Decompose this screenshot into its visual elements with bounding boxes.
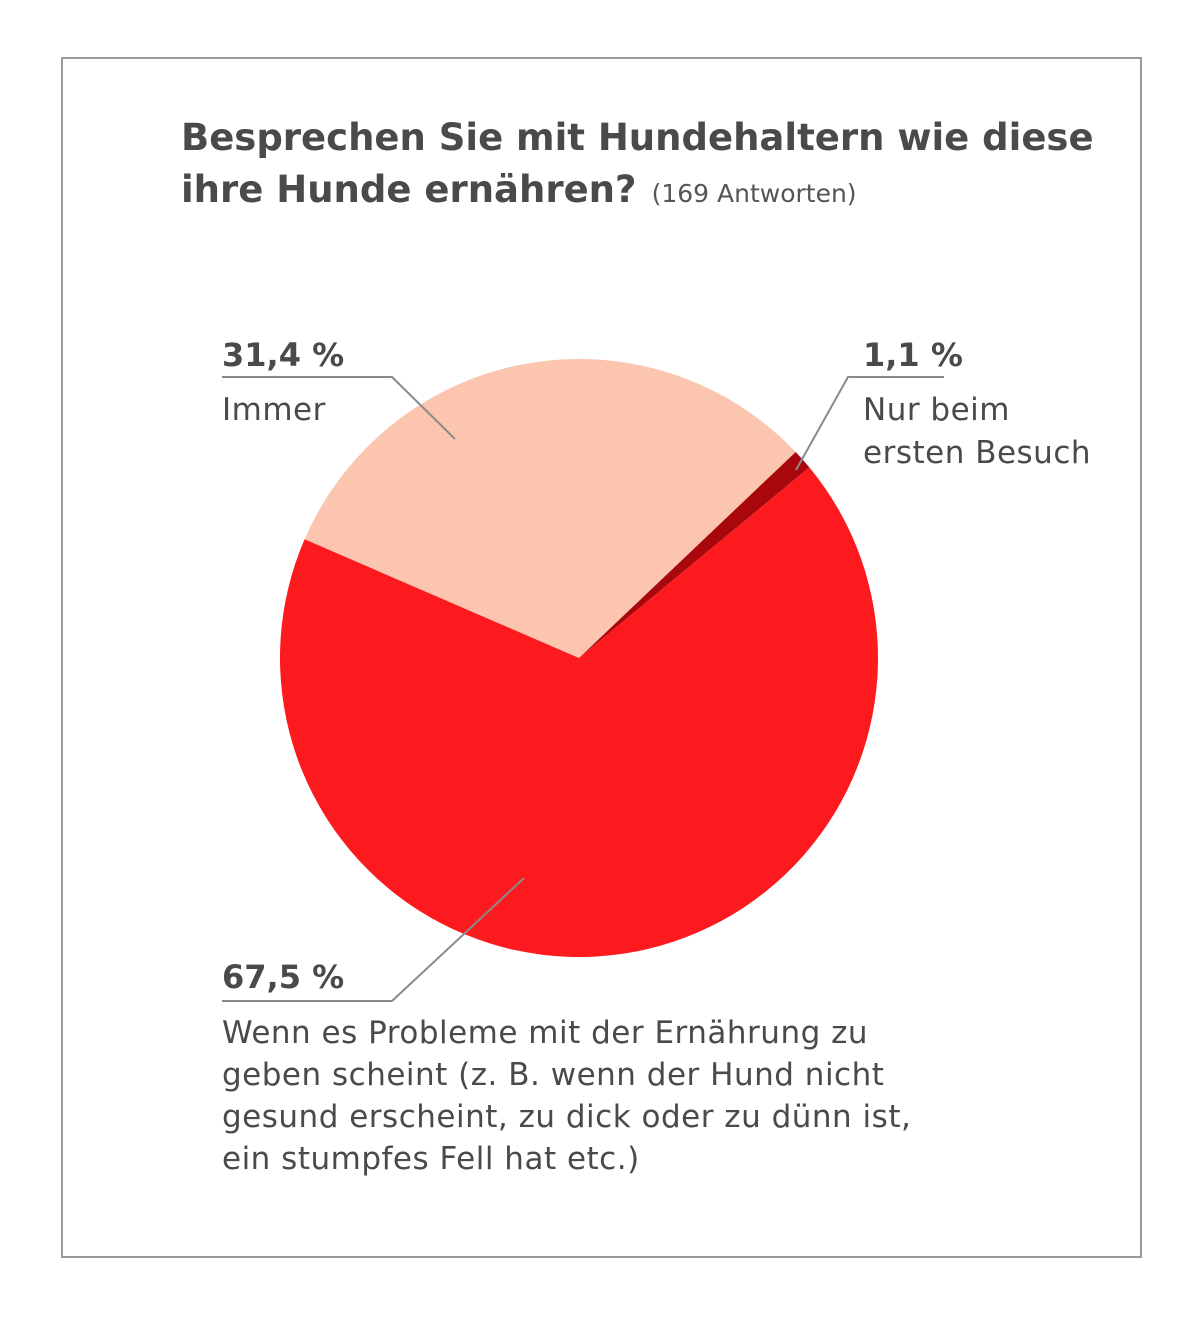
chart-subtitle: (169 Antworten) [652, 179, 857, 208]
pie [280, 359, 879, 957]
pie-slice-erster-besuch [579, 451, 810, 658]
data-label-probleme-line-2: geben scheint (z. B. wenn der Hund nicht [222, 1057, 884, 1093]
chart-title-line-2-group: ihre Hunde ernähren? (169 Antworten) [181, 168, 857, 211]
pie-slice-probleme [280, 467, 879, 957]
pie-slice-immer [304, 359, 796, 658]
data-label-erster-besuch-line-2: ersten Besuch [863, 435, 1091, 471]
leader-line-erster-besuch [795, 376, 944, 471]
chart-title-line-2: ihre Hunde ernähren? [181, 168, 637, 211]
leader-line-immer [222, 376, 456, 440]
data-label-probleme-line-1: Wenn es Probleme mit der Ernährung zu [222, 1015, 868, 1051]
data-label-probleme-line-4: ein stumpfes Fell hat etc.) [222, 1141, 640, 1177]
data-label-erster-besuch-value: 1,1 % [863, 336, 963, 374]
frame-border [61, 57, 1142, 1258]
chart-title-line-1: Besprechen Sie mit Hundehaltern wie dies… [181, 116, 1094, 159]
leader-line-probleme [222, 877, 525, 1002]
data-label-immer: Immer [222, 392, 326, 428]
data-label-erster-besuch-line-1: Nur beim [863, 392, 1010, 428]
data-label-probleme-line-3: gesund erscheint, zu dick oder zu dünn i… [222, 1099, 911, 1135]
data-label-probleme-value: 67,5 % [222, 958, 344, 996]
data-label-immer-value: 31,4 % [222, 336, 344, 374]
